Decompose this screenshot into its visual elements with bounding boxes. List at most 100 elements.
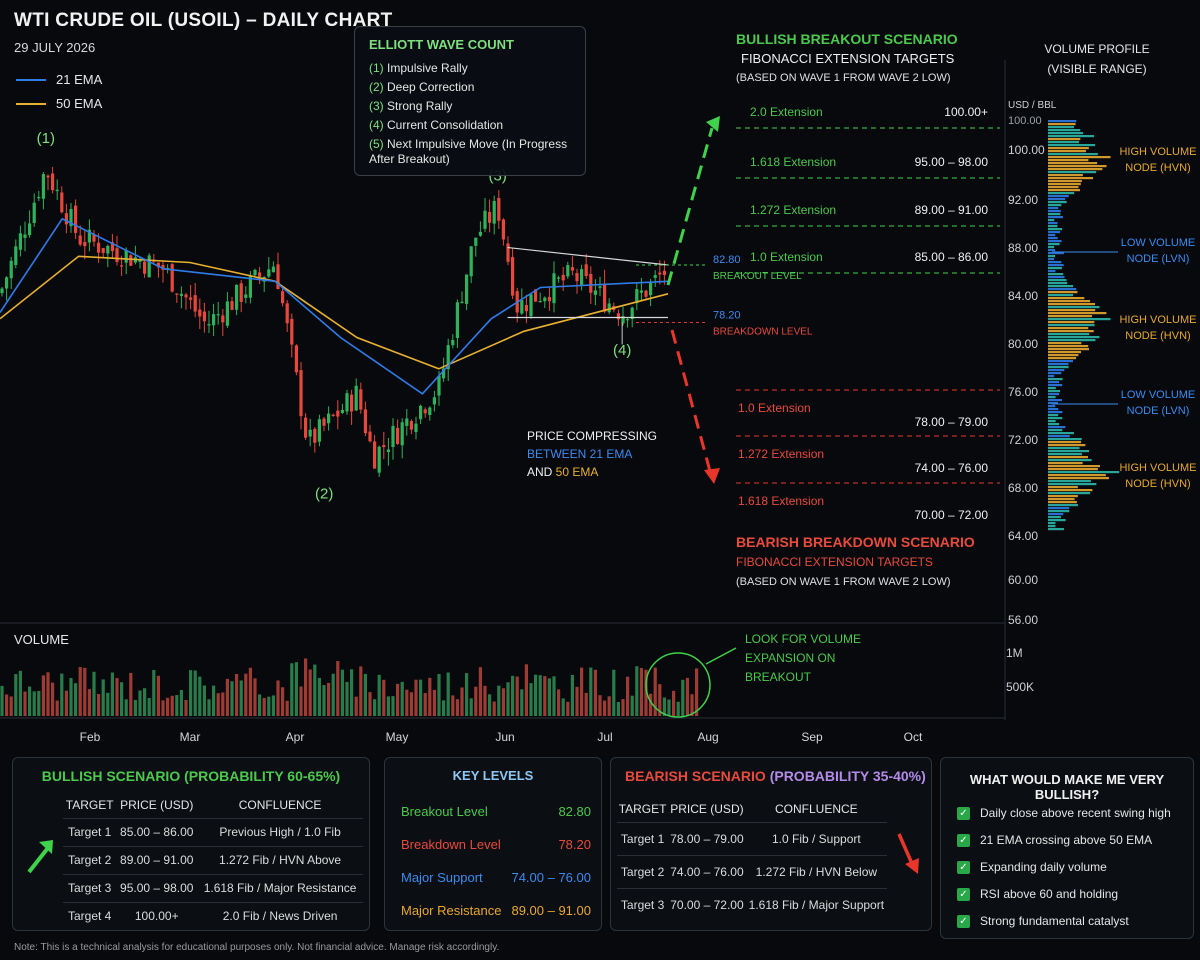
volume-bar xyxy=(87,689,91,716)
x-month-label: May xyxy=(386,730,409,744)
candle-body xyxy=(276,264,280,290)
volume-profile-bar xyxy=(1048,396,1056,399)
bearish-projection-arrow xyxy=(670,329,713,476)
volume-tick-500k: 500K xyxy=(1006,680,1034,694)
volume-bar xyxy=(511,675,515,716)
candle-body xyxy=(175,293,179,295)
volume-profile-bar xyxy=(1048,192,1075,195)
volume-bar xyxy=(147,697,151,716)
volume-profile-bar xyxy=(1048,366,1069,369)
checklist-item: ✓ RSI above 60 and holding xyxy=(957,887,1118,901)
bullish-checklist-panel: WHAT WOULD MAKE ME VERY BULLISH? ✓ Daily … xyxy=(940,757,1194,939)
bullish-arrow-icon xyxy=(21,796,61,916)
candle-body xyxy=(478,231,482,236)
volume-profile-bar xyxy=(1048,213,1061,216)
candle-body xyxy=(340,409,344,413)
volume-bar xyxy=(566,701,570,716)
candle-body xyxy=(547,296,551,302)
candle-body xyxy=(584,264,588,277)
volume-profile-bar xyxy=(1048,519,1066,522)
volume-bar xyxy=(603,700,607,716)
candle-body xyxy=(28,223,32,236)
volume-bar xyxy=(557,689,561,716)
cell: 1.0 Fib / Support xyxy=(771,831,861,846)
volume-profile-bar xyxy=(1048,480,1091,483)
cell: Target 2 xyxy=(620,864,665,879)
checklist-title: WHAT WOULD MAKE ME VERY BULLISH? xyxy=(969,772,1165,802)
cell: 1.272 Fib / HVN Above xyxy=(219,853,342,867)
candle-body xyxy=(143,261,147,274)
volume-profile-bar xyxy=(1048,345,1089,348)
volume-bar xyxy=(248,667,252,716)
candle-body xyxy=(83,241,87,247)
bearish-arrow-icon xyxy=(893,830,923,881)
candle-body xyxy=(161,265,165,270)
th-target: TARGET xyxy=(65,797,114,812)
ema50-line xyxy=(0,255,669,370)
volume-bar xyxy=(506,682,510,716)
ema21-line xyxy=(0,217,669,395)
volume-profile-bar xyxy=(1048,444,1086,447)
y-tick-label: 64.00 xyxy=(1008,529,1038,543)
volume-bar xyxy=(74,683,78,716)
check-icon: ✓ xyxy=(957,833,970,847)
legend-ema21: 21 EMA xyxy=(16,72,102,87)
volume-profile-bar xyxy=(1048,450,1090,453)
bearish-scenario-title: BEARISH SCENARIO (PROBABILITY 35-40%) xyxy=(625,768,926,784)
wave-label: (4) xyxy=(613,342,631,359)
current-price-label: 100.00 xyxy=(1008,115,1042,127)
volume-bar xyxy=(262,697,266,716)
candle-body xyxy=(506,243,510,262)
th-price: PRICE (USD) xyxy=(670,801,744,816)
volume-profile-bar xyxy=(1048,381,1060,384)
volume-profile-bar xyxy=(1048,492,1091,495)
volume-profile-bar xyxy=(1048,303,1096,306)
volume-bar xyxy=(552,676,556,716)
legend-ema50: 50 EMA xyxy=(16,96,102,111)
volume-profile-bar xyxy=(1048,264,1064,267)
annotation-line3: AND 50 EMA xyxy=(527,465,598,479)
candle-body xyxy=(630,307,634,320)
volume-bar xyxy=(55,700,59,716)
volume-profile-bar xyxy=(1048,375,1055,378)
volume-profile-bar xyxy=(1048,384,1063,387)
candle-body xyxy=(97,242,101,253)
volume-profile-bar xyxy=(1048,462,1083,465)
candle-body xyxy=(400,422,404,446)
candle-body xyxy=(570,267,574,271)
candle-body xyxy=(644,290,648,297)
volume-profile-bar xyxy=(1048,312,1107,315)
volume-profile-bar xyxy=(1048,294,1074,297)
candle-body xyxy=(524,304,528,312)
volume-profile-bar xyxy=(1048,363,1069,366)
key-level-resistance: Major Resistance 89.00 – 91.00 xyxy=(401,903,591,918)
ew-num: (4) xyxy=(369,118,384,132)
volume-profile-bar xyxy=(1048,348,1090,351)
candle-body xyxy=(345,393,349,412)
candle-body xyxy=(46,175,50,178)
volume-bar xyxy=(630,695,634,716)
volume-profile-bar xyxy=(1048,171,1097,174)
volume-profile-bar xyxy=(1048,414,1059,417)
candle-body xyxy=(313,428,317,443)
candle-body xyxy=(198,309,202,317)
ew-text: Strong Rally xyxy=(387,99,453,113)
volume-profile-bar xyxy=(1048,267,1062,270)
candle-body xyxy=(350,394,354,412)
candle-body xyxy=(359,389,363,410)
candle-body xyxy=(147,255,151,278)
volume-bar xyxy=(225,678,229,716)
volume-bar xyxy=(184,700,188,716)
volume-profile-bar xyxy=(1048,354,1079,357)
volume-bar xyxy=(391,696,395,716)
bullish-scenario-panel: BULLISH SCENARIO (PROBABILITY 60-65%) TA… xyxy=(12,757,370,931)
key-level-breakout: Breakout Level 82.80 xyxy=(401,804,591,819)
volume-bar xyxy=(515,676,519,716)
kl-label: Major Resistance xyxy=(401,903,502,918)
candle-body xyxy=(74,205,78,233)
candle-body xyxy=(442,368,446,379)
checklist-item: ✓ Daily close above recent swing high xyxy=(957,806,1171,820)
volume-bar xyxy=(46,672,50,716)
candle-body xyxy=(32,202,36,223)
ew-item-4: (4) Current Consolidation xyxy=(369,118,574,133)
